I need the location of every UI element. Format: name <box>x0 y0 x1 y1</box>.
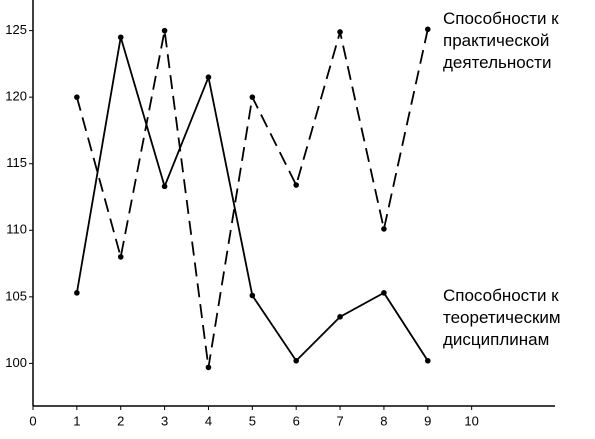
x-tick-label: 9 <box>424 413 431 428</box>
x-tick-label: 10 <box>464 413 478 428</box>
data-point <box>117 254 124 260</box>
x-tick-label: 3 <box>161 413 168 428</box>
data-point <box>249 292 256 299</box>
y-tick-label: 105 <box>5 288 27 303</box>
series-line <box>75 37 429 363</box>
y-tick-label: 120 <box>5 89 27 104</box>
data-point <box>381 290 387 296</box>
data-point <box>249 94 256 100</box>
x-tick-label: 1 <box>73 413 80 428</box>
x-tick-label: 0 <box>29 413 36 428</box>
data-point <box>293 357 299 364</box>
data-point <box>161 183 168 190</box>
data-point <box>161 27 168 34</box>
y-tick-label: 125 <box>5 22 27 37</box>
x-tick-label: 7 <box>336 413 343 428</box>
x-tick-label: 6 <box>293 413 300 428</box>
data-point <box>205 364 212 371</box>
y-tick-label: 115 <box>6 155 27 170</box>
data-point <box>337 314 343 320</box>
data-point <box>293 182 299 188</box>
data-point <box>117 34 124 41</box>
data-point <box>337 29 343 35</box>
data-point <box>424 26 431 33</box>
x-tick-label: 4 <box>205 413 212 428</box>
x-tick-label: 5 <box>249 413 256 428</box>
y-tick-label: 100 <box>5 355 27 370</box>
data-point <box>74 94 80 100</box>
series-label: Способности к практической деятельности <box>443 9 559 72</box>
data-point <box>381 226 387 232</box>
y-tick-label: 110 <box>6 222 27 237</box>
data-point <box>424 357 431 364</box>
data-point <box>74 290 80 296</box>
x-tick-label: 8 <box>380 413 387 428</box>
data-point <box>205 74 212 81</box>
series-line <box>75 29 429 368</box>
x-tick-label: 2 <box>117 413 124 428</box>
series-label: Способности к теоретическим дисциплинам <box>443 286 561 349</box>
